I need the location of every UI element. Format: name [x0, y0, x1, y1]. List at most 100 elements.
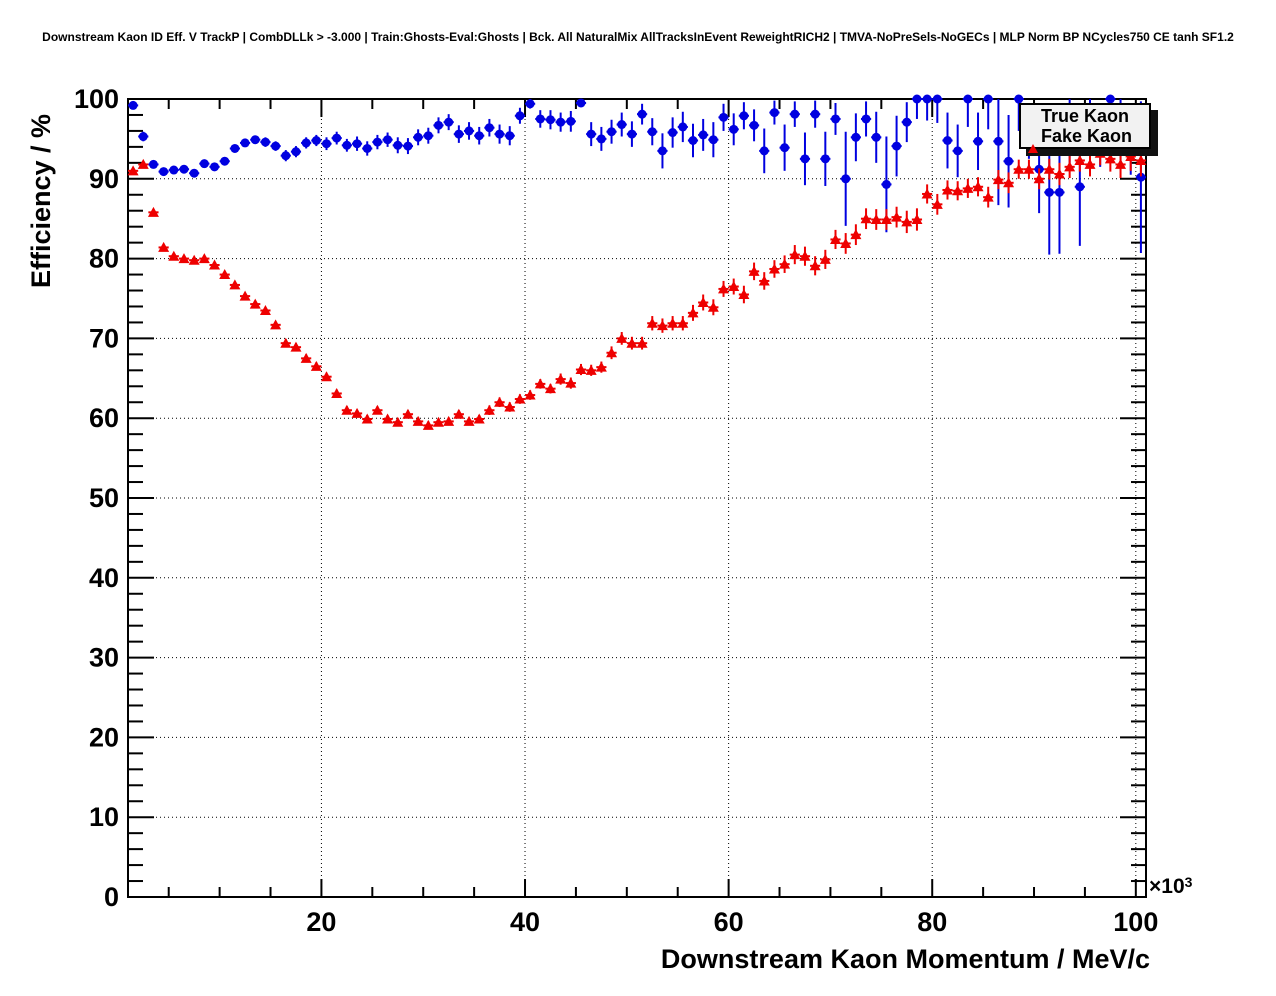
data-point-fake-kaon [371, 404, 383, 415]
data-point-fake-kaon [911, 213, 923, 224]
data-point-fake-kaon [891, 211, 903, 222]
data-point-true-kaon [983, 94, 993, 104]
data-point-fake-kaon [1115, 158, 1127, 169]
data-point-fake-kaon [982, 191, 994, 202]
data-point-true-kaon [881, 179, 891, 189]
data-point-fake-kaon [168, 250, 180, 261]
data-point-fake-kaon [331, 387, 343, 398]
data-point-true-kaon [138, 132, 148, 142]
data-point-fake-kaon [748, 265, 760, 276]
data-point-fake-kaon [453, 408, 465, 419]
data-point-true-kaon [311, 135, 321, 145]
data-point-true-kaon [759, 146, 769, 156]
plot-title: Downstream Kaon ID Eff. V TrackP | CombD… [42, 30, 1234, 44]
data-point-fake-kaon [819, 253, 831, 264]
x-tick-label: 80 [917, 907, 947, 937]
data-point-fake-kaon [229, 279, 241, 290]
data-point-fake-kaon [840, 237, 852, 248]
x-axis-exponent: ×103 [1149, 874, 1193, 898]
legend-label: True Kaon [1041, 105, 1130, 126]
data-point-fake-kaon [412, 415, 424, 426]
data-point-true-kaon [647, 127, 657, 137]
data-point-fake-kaon [799, 250, 811, 261]
data-point-fake-kaon [259, 304, 271, 315]
data-point-true-kaon [892, 141, 902, 151]
data-point-fake-kaon [219, 269, 231, 280]
data-point-true-kaon [576, 98, 586, 108]
data-point-fake-kaon [361, 413, 373, 424]
data-point-true-kaon [668, 128, 678, 138]
data-point-true-kaon [383, 135, 393, 145]
data-point-true-kaon [831, 114, 841, 124]
data-point-fake-kaon [1094, 147, 1106, 158]
data-point-true-kaon [372, 137, 382, 147]
data-point-fake-kaon [1104, 153, 1116, 164]
data-point-true-kaon [932, 94, 942, 104]
data-point-fake-kaon [1033, 173, 1045, 184]
data-point-true-kaon [719, 112, 729, 122]
data-point-true-kaon [942, 135, 952, 145]
data-point-fake-kaon [382, 413, 394, 424]
data-point-fake-kaon [483, 404, 495, 415]
data-point-fake-kaon [494, 396, 506, 407]
data-point-fake-kaon [646, 317, 658, 328]
y-tick-label: 0 [104, 882, 119, 912]
data-point-true-kaon [708, 135, 718, 145]
data-point-fake-kaon [280, 337, 292, 348]
data-point-true-kaon [515, 111, 525, 121]
data-point-true-kaon [433, 120, 443, 130]
data-point-fake-kaon [443, 415, 455, 426]
data-point-fake-kaon [321, 371, 333, 382]
data-point-true-kaon [596, 134, 606, 144]
data-point-true-kaon [607, 127, 617, 137]
legend-entry-fake-kaon: Fake Kaon [1027, 126, 1149, 154]
x-tick-label: 20 [306, 907, 336, 937]
data-point-fake-kaon [147, 206, 159, 217]
data-point-true-kaon [841, 174, 851, 184]
data-point-true-kaon [413, 132, 423, 142]
data-point-fake-kaon [870, 213, 882, 224]
data-point-fake-kaon [300, 352, 312, 363]
data-point-true-kaon [199, 159, 209, 169]
data-point-true-kaon [871, 132, 881, 142]
data-point-fake-kaon [209, 259, 221, 270]
data-point-true-kaon [250, 135, 260, 145]
data-point-fake-kaon [962, 182, 974, 193]
data-point-true-kaon [973, 136, 983, 146]
y-tick-label: 70 [89, 323, 119, 353]
data-point-true-kaon [922, 94, 932, 104]
data-point-fake-kaon [534, 378, 546, 389]
data-point-fake-kaon [1013, 163, 1025, 174]
x-tick-label: 60 [714, 907, 744, 937]
data-point-fake-kaon [789, 249, 801, 260]
data-point-true-kaon [566, 116, 576, 126]
data-point-fake-kaon [524, 389, 536, 400]
data-point-true-kaon [484, 123, 494, 133]
data-point-fake-kaon [249, 298, 261, 309]
data-point-true-kaon [810, 109, 820, 119]
data-point-fake-kaon [137, 158, 149, 169]
y-tick-label: 40 [89, 563, 119, 593]
data-point-fake-kaon [830, 233, 842, 244]
data-point-true-kaon [495, 129, 505, 139]
data-point-fake-kaon [606, 347, 618, 358]
data-point-true-kaon [332, 133, 342, 143]
data-point-fake-kaon [768, 263, 780, 274]
data-point-fake-kaon [1023, 163, 1035, 174]
data-point-true-kaon [820, 154, 830, 164]
data-point-true-kaon [271, 141, 281, 151]
x-axis-title: Downstream Kaon Momentum / MeV/c [660, 944, 1150, 974]
data-point-fake-kaon [921, 188, 933, 199]
data-point-true-kaon [240, 138, 250, 148]
data-point-fake-kaon [402, 408, 414, 419]
data-point-true-kaon [953, 146, 963, 156]
data-point-true-kaon [210, 162, 220, 172]
data-point-fake-kaon [1135, 154, 1147, 165]
data-point-true-kaon [545, 115, 555, 125]
data-point-fake-kaon [432, 416, 444, 427]
y-tick-label: 100 [74, 84, 119, 114]
data-point-true-kaon [362, 143, 372, 153]
data-point-true-kaon [322, 139, 332, 149]
